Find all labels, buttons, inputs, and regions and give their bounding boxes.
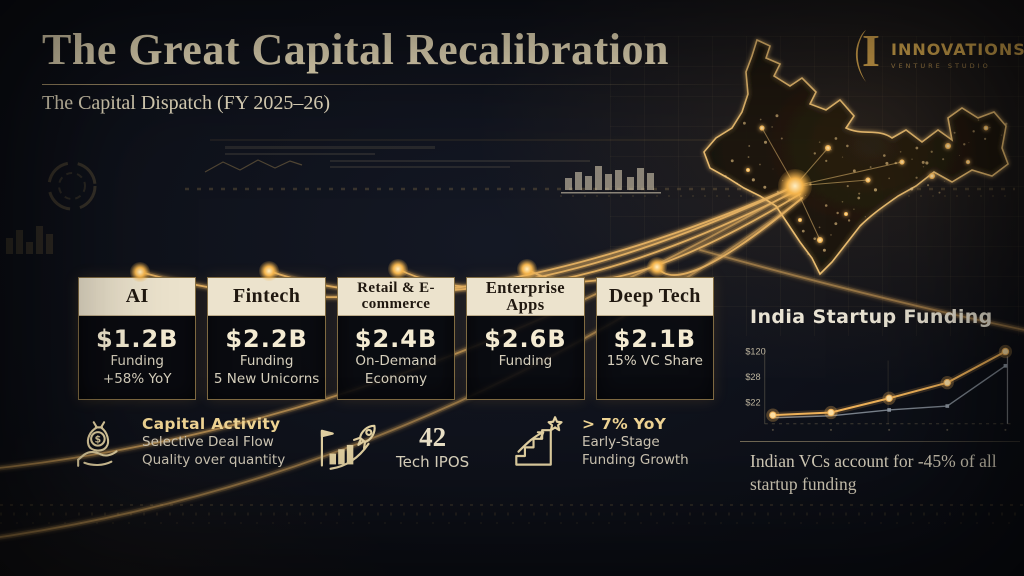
chart-plot-area — [766, 344, 1013, 431]
card-detail: Funding — [498, 353, 553, 369]
card-category: Retail & E-commerce — [337, 278, 455, 316]
sector-card-ai: AI $1.2B Funding +58% YoY — [78, 277, 197, 401]
line-flare — [130, 262, 150, 282]
page-title: The Great Capital Recalibration — [42, 25, 669, 74]
y-axis-tick: $120 — [745, 346, 765, 356]
card-category: AI — [79, 278, 196, 316]
brand-logo: I INNOVATIONS VENTURE STUDIO — [850, 25, 1024, 82]
sector-card-enterprise-apps: Enterprise Apps $2.6B Funding — [466, 277, 585, 401]
map-hub-flare — [778, 169, 812, 203]
line-flare — [388, 259, 408, 279]
stat-value: 42 — [419, 421, 447, 452]
stat-title: > 7% YoY — [582, 414, 667, 433]
line-flare — [517, 259, 537, 279]
card-category: Fintech — [208, 278, 325, 316]
background-bars-left — [6, 226, 53, 254]
stat-detail: Funding Growth — [582, 452, 689, 468]
page-subtitle: The Capital Dispatch (FY 2025–26) — [42, 92, 331, 114]
sector-card-retail-ecommerce: Retail & E-commerce $2.4B On-Demand Econ… — [336, 277, 456, 401]
sector-card-deep-tech: Deep Tech $2.1B 15% VC Share — [595, 277, 715, 401]
card-value: $2.6B — [484, 325, 567, 353]
background-bar-chart — [561, 166, 661, 194]
stat-detail: Selective Deal Flow — [142, 434, 274, 450]
dollar-glyph: $ — [95, 435, 102, 446]
line-flare — [647, 257, 667, 277]
panel-note: Indian VCs account for -45% of all start… — [750, 451, 997, 495]
card-category: Enterprise Apps — [467, 278, 584, 316]
money-bag-hand-icon: $ — [77, 421, 118, 468]
card-value: $2.2B — [225, 325, 308, 353]
card-detail: Economy — [364, 370, 428, 387]
card-detail: 5 New Unicorns — [213, 370, 320, 387]
stat-title: Capital Activity — [142, 415, 281, 433]
logo-monogram: I — [850, 25, 884, 82]
card-value: $1.2B — [95, 325, 179, 353]
logo-name: INNOVATIONS — [891, 40, 1024, 59]
funding-line-chart: $120 $28 $22 — [745, 344, 1013, 431]
title-divider — [42, 84, 757, 85]
background-ghost-text — [225, 146, 590, 168]
header: The Great Capital Recalibration The Capi… — [42, 24, 757, 115]
card-category: Deep Tech — [596, 278, 714, 316]
growth-stairs-icon — [515, 416, 563, 466]
stat-capital-activity: $ Capital Activity Selective Deal Flow Q… — [74, 415, 285, 469]
ipo-rocket-icon — [320, 424, 376, 470]
logo-letter: I — [862, 25, 880, 76]
y-axis-tick: $22 — [745, 397, 760, 407]
card-detail: Funding — [239, 353, 294, 369]
card-detail: +58% YoY — [102, 370, 172, 387]
logo-swoosh-icon — [855, 30, 866, 82]
stat-detail: Quality over quantity — [142, 452, 286, 469]
panel-title: India Startup Funding — [750, 306, 993, 328]
stat-tech-ipos: 42 Tech IPOS — [316, 420, 469, 472]
card-value: $2.4B — [354, 325, 438, 353]
y-axis-tick: $28 — [745, 372, 760, 382]
sector-cards: AI $1.2B Funding +58% YoY Fintech $2.2B … — [78, 277, 715, 401]
card-value: $2.1B — [613, 325, 697, 353]
line-flare — [259, 261, 279, 281]
sector-card-fintech: Fintech $2.2B Funding 5 New Unicorns — [207, 277, 326, 401]
card-detail: On-Demand — [355, 353, 437, 369]
card-detail: 15% VC Share — [606, 353, 703, 369]
stat-label: Tech IPOS — [396, 452, 470, 471]
card-detail: Funding — [110, 353, 164, 369]
logo-tagline: VENTURE STUDIO — [891, 62, 991, 70]
stat-early-stage-growth: > 7% YoY Early-Stage Funding Growth — [512, 414, 689, 470]
panel-divider — [740, 441, 1020, 442]
stat-detail: Early-Stage — [582, 433, 660, 450]
